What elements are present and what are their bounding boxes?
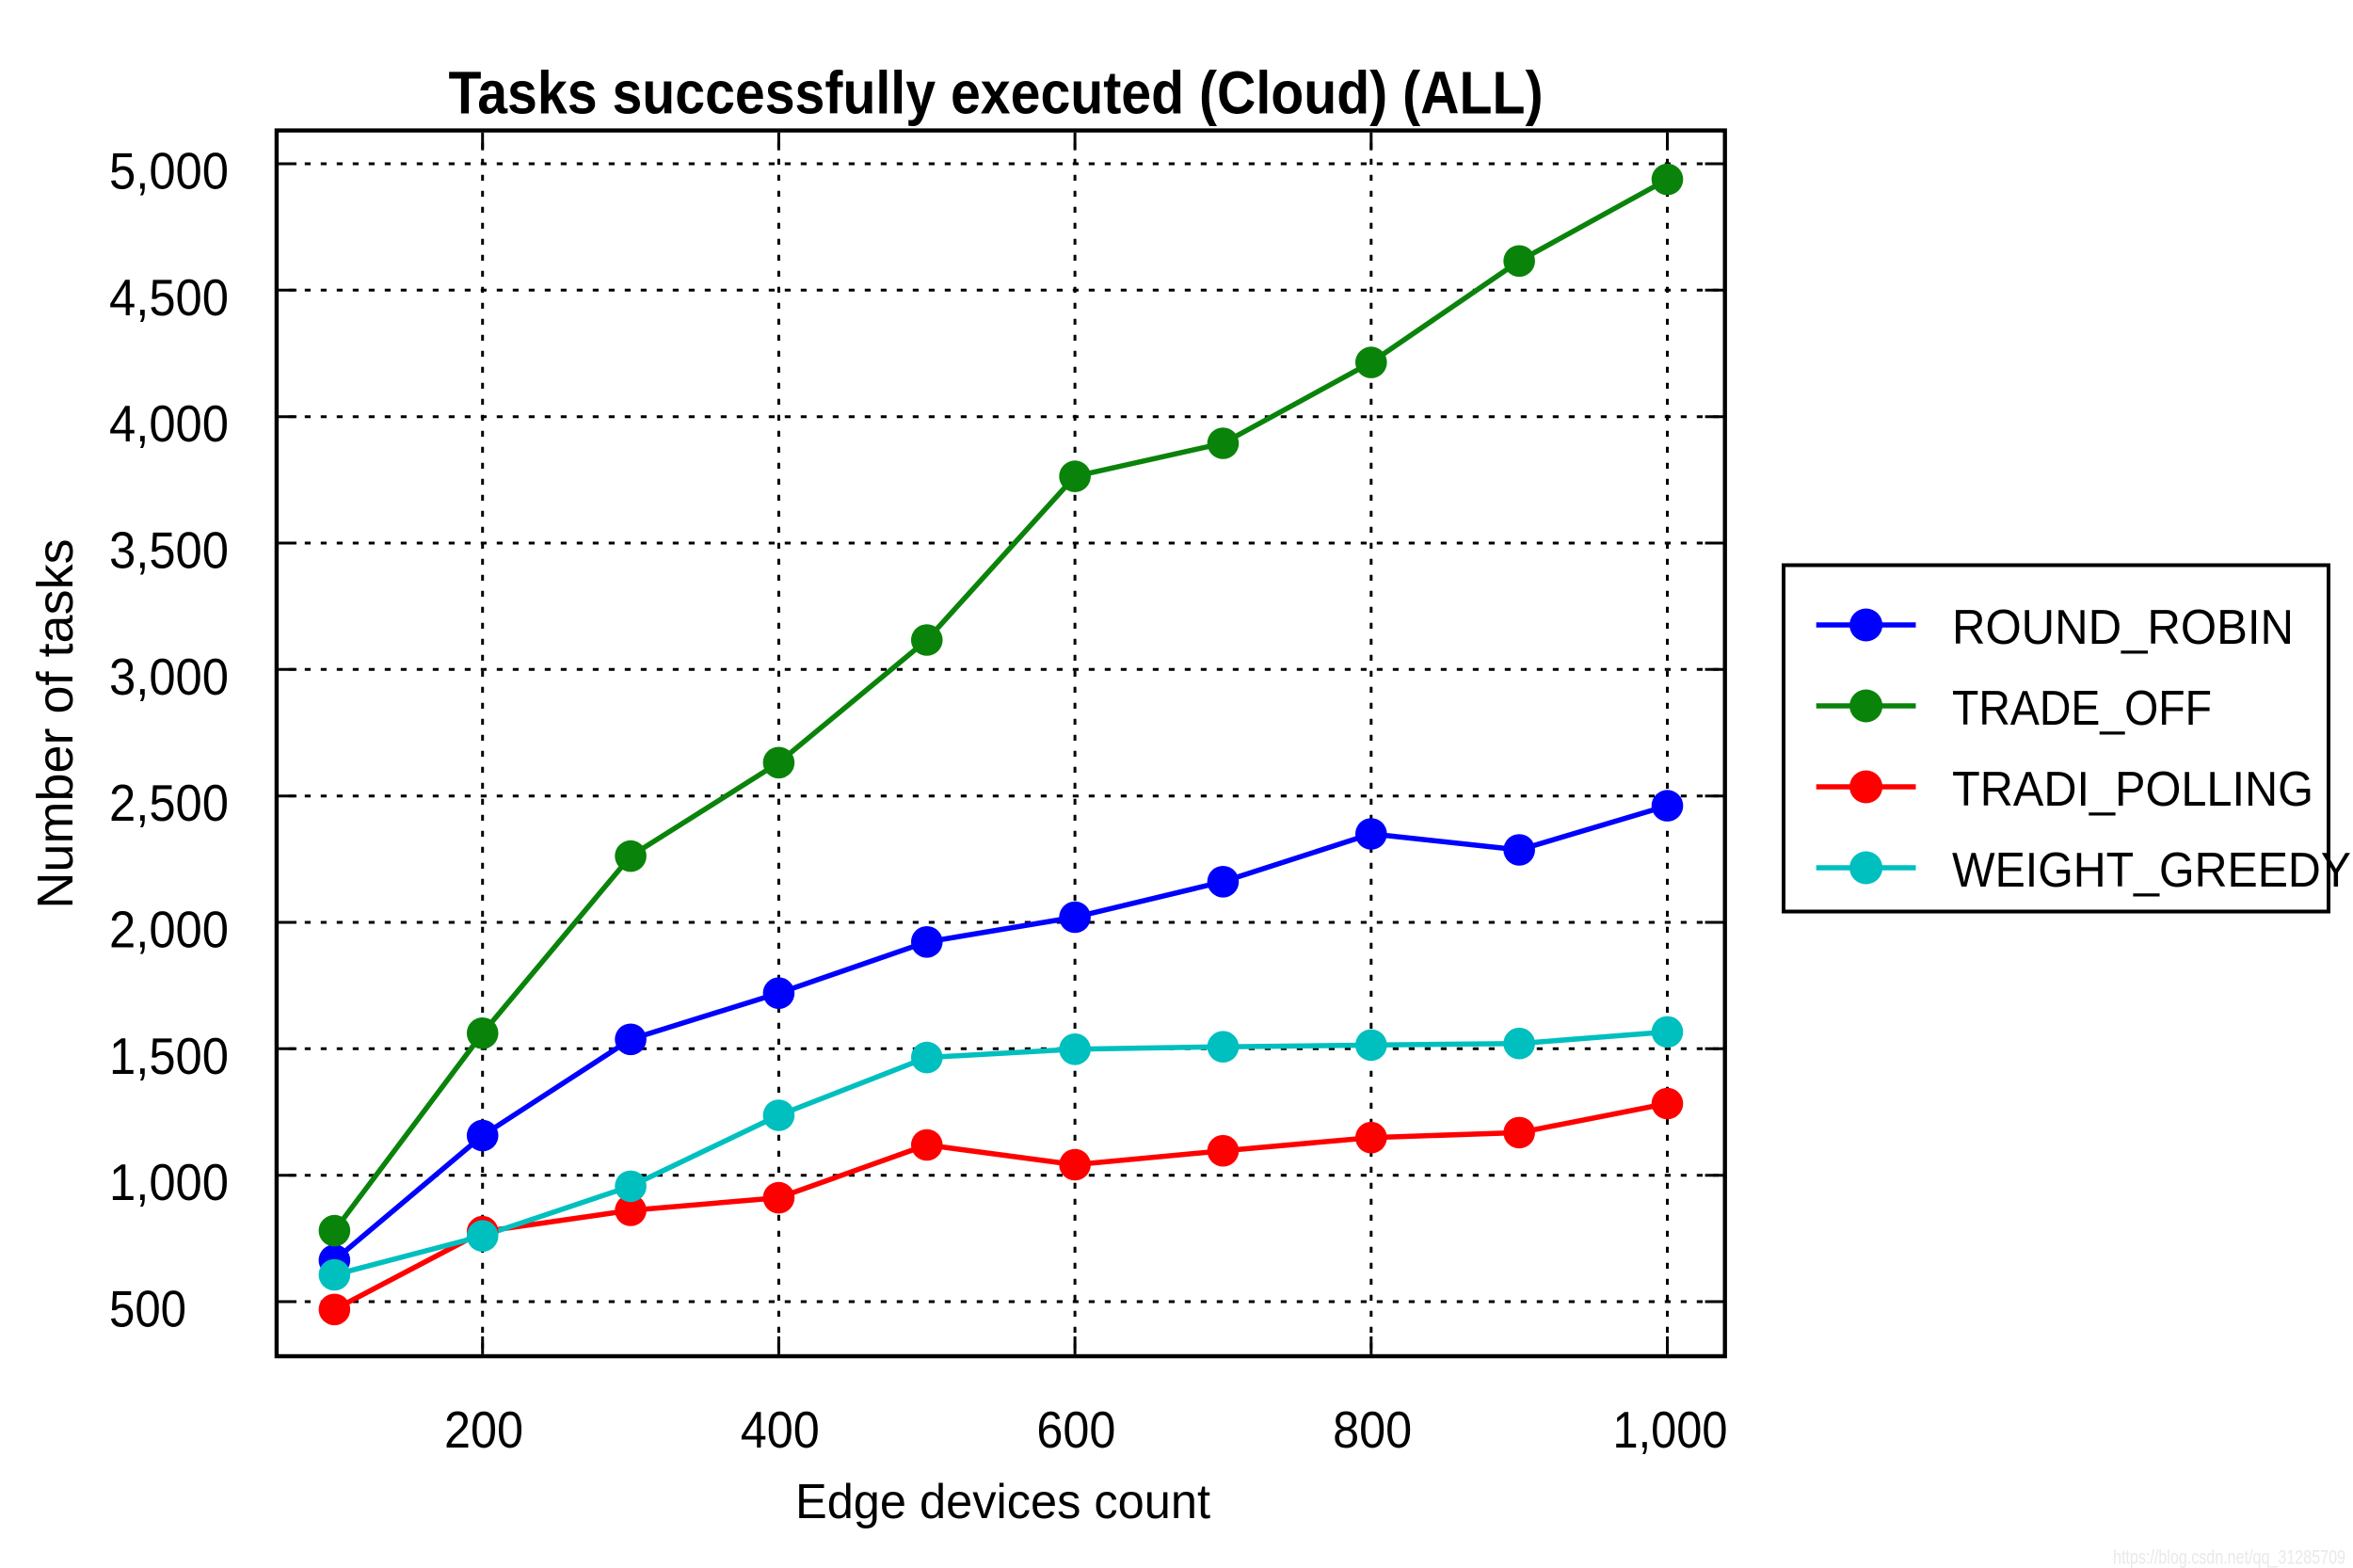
svg-text:Edge devices count: Edge devices count xyxy=(795,1475,1211,1529)
svg-text:500: 500 xyxy=(109,1280,186,1338)
svg-text:ROUND_ROBIN: ROUND_ROBIN xyxy=(1952,600,2294,655)
svg-text:200: 200 xyxy=(444,1400,523,1459)
svg-text:800: 800 xyxy=(1333,1400,1412,1459)
svg-text:1,000: 1,000 xyxy=(1613,1400,1728,1459)
svg-text:3,500: 3,500 xyxy=(109,521,229,580)
svg-text:Tasks successfully executed (C: Tasks successfully executed (Cloud) (ALL… xyxy=(449,58,1544,126)
svg-text:TRADI_POLLING: TRADI_POLLING xyxy=(1952,762,2313,817)
svg-text:4,000: 4,000 xyxy=(109,394,229,453)
svg-text:4,500: 4,500 xyxy=(109,268,229,327)
svg-text:1,500: 1,500 xyxy=(109,1027,229,1085)
svg-text:5,000: 5,000 xyxy=(109,142,229,200)
svg-text:https://blog.csdn.net/qq_31285: https://blog.csdn.net/qq_31285709 xyxy=(2113,1547,2345,1568)
svg-text:1,000: 1,000 xyxy=(109,1153,229,1211)
svg-text:400: 400 xyxy=(741,1400,820,1459)
svg-text:3,000: 3,000 xyxy=(109,648,229,706)
svg-text:600: 600 xyxy=(1036,1400,1115,1459)
svg-text:2,500: 2,500 xyxy=(109,774,229,832)
svg-text:Number of tasks: Number of tasks xyxy=(27,538,84,908)
svg-text:WEIGHT_GREEDY: WEIGHT_GREEDY xyxy=(1952,843,2351,898)
svg-text:TRADE_OFF: TRADE_OFF xyxy=(1952,681,2212,736)
svg-text:2,000: 2,000 xyxy=(109,901,229,959)
